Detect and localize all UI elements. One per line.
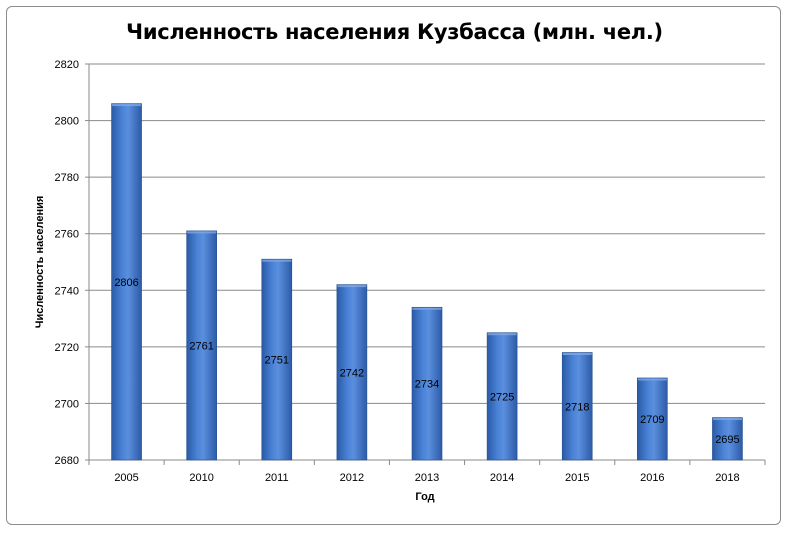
data-label: 2695 — [715, 434, 739, 446]
x-tick-label: 2016 — [640, 472, 664, 484]
y-tick-label: 2820 — [55, 59, 79, 71]
bar-top-highlight — [487, 333, 517, 336]
y-tick-label: 2700 — [55, 398, 79, 410]
bar-top-highlight — [337, 285, 367, 288]
x-tick-label: 2012 — [340, 472, 364, 484]
bar-2015 — [561, 352, 593, 461]
y-tick-label: 2780 — [55, 172, 79, 184]
chart-title: Численность населения Кузбасса (млн. чел… — [126, 20, 663, 44]
x-tick-label: 2014 — [490, 472, 514, 484]
y-tick-label: 2720 — [55, 342, 79, 354]
y-tick-label: 2760 — [55, 229, 79, 241]
bar-top-highlight — [112, 104, 142, 107]
x-tick-label: 2015 — [565, 472, 589, 484]
x-axis-title: Год — [415, 491, 434, 503]
bar-top-highlight — [562, 353, 592, 356]
bar-top-highlight — [262, 259, 292, 262]
bar-2005 — [111, 103, 142, 461]
x-tick-label: 2018 — [715, 472, 739, 484]
bar-top-highlight — [187, 231, 217, 234]
x-tick-label: 2013 — [415, 472, 439, 484]
bar-2016 — [637, 377, 668, 461]
data-label: 2751 — [265, 355, 289, 367]
data-label: 2742 — [340, 367, 364, 379]
bar-top-highlight — [412, 307, 442, 310]
data-label: 2734 — [415, 379, 439, 391]
y-tick-label: 2740 — [55, 285, 79, 297]
bar-top-highlight — [637, 378, 667, 381]
x-tick-label: 2010 — [189, 472, 213, 484]
bar-2011 — [261, 258, 293, 461]
y-axis-title: Численность населения — [34, 196, 46, 329]
data-label: 2761 — [189, 340, 213, 352]
bar-2018 — [712, 417, 743, 461]
x-tick-label: 2011 — [265, 472, 289, 484]
bar-2012 — [336, 284, 368, 461]
data-label: 2709 — [640, 414, 664, 426]
bar-2013 — [411, 306, 443, 461]
x-tick-label: 2005 — [114, 472, 138, 484]
bar-top-highlight — [712, 418, 742, 421]
bar-2014 — [486, 332, 518, 461]
data-label: 2725 — [490, 391, 514, 403]
y-tick-label: 2680 — [55, 455, 79, 467]
y-tick-label: 2800 — [55, 116, 79, 128]
bar-2010 — [186, 230, 217, 461]
data-label: 2806 — [114, 277, 138, 289]
data-label: 2718 — [565, 401, 589, 413]
